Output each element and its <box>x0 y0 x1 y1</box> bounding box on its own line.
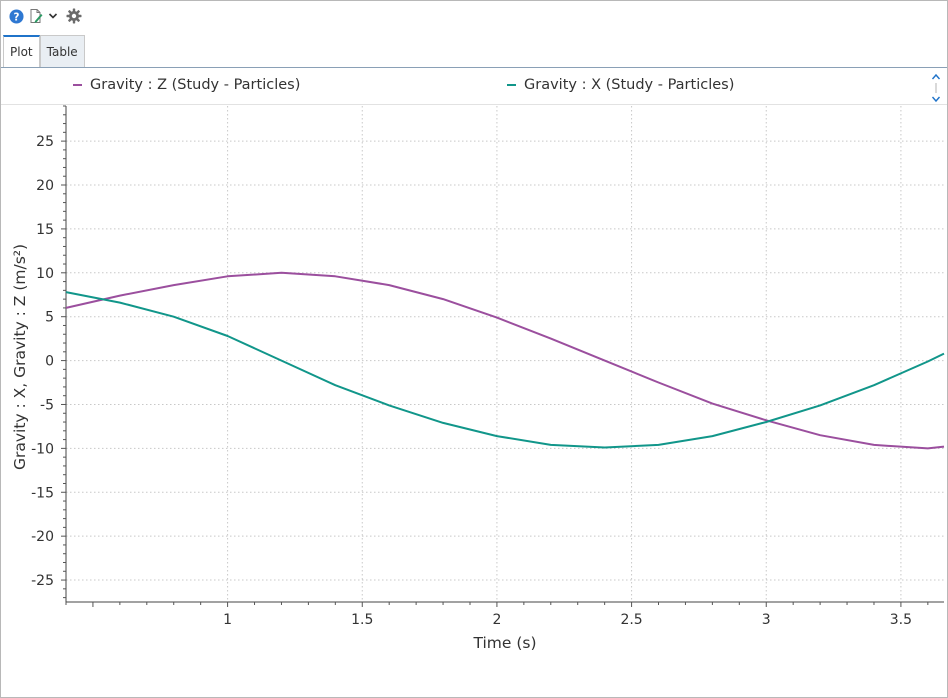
chevron-down-icon[interactable] <box>48 8 58 24</box>
legend-swatch-gravity-x <box>507 84 516 86</box>
svg-text:?: ? <box>13 11 19 23</box>
view-tabs: Plot Table <box>3 35 85 67</box>
x-tick-label: 1 <box>223 612 232 628</box>
x-axis-label: Time (s) <box>472 634 536 652</box>
y-tick-label: -5 <box>40 397 54 413</box>
legend: Gravity : Z (Study - Particles) Gravity … <box>1 71 948 103</box>
scroll-track <box>935 83 937 93</box>
x-tick-label: 1.5 <box>351 612 373 628</box>
series-line-gravity-x <box>65 291 945 449</box>
export-document-icon[interactable] <box>28 8 44 24</box>
y-tick-label: 0 <box>45 354 54 370</box>
y-tick-label: -25 <box>31 573 54 589</box>
toolbar: ? <box>1 1 947 31</box>
y-tick-label: -15 <box>31 485 54 501</box>
series-line-gravity-z <box>65 271 945 450</box>
y-tick-label: 20 <box>36 178 54 194</box>
y-tick-label: 25 <box>36 134 54 150</box>
legend-item-gravity-z[interactable]: Gravity : Z (Study - Particles) <box>73 77 300 93</box>
gear-icon[interactable] <box>66 8 82 24</box>
legend-item-gravity-x[interactable]: Gravity : X (Study - Particles) <box>507 77 734 93</box>
legend-scroll-control[interactable] <box>931 73 941 103</box>
scroll-up-icon[interactable] <box>931 73 941 81</box>
legend-label-gravity-z: Gravity : Z (Study - Particles) <box>90 77 301 93</box>
x-tick-label: 2 <box>492 612 501 628</box>
x-tick-label: 2.5 <box>620 612 642 628</box>
scroll-down-icon[interactable] <box>931 95 941 103</box>
x-tick-label: 3 <box>762 612 771 628</box>
y-tick-label: -20 <box>31 529 54 545</box>
x-tick-label: 3.5 <box>890 612 912 628</box>
legend-swatch-gravity-z <box>73 84 82 86</box>
y-tick-label: 5 <box>45 310 54 326</box>
line-chart: Gravity : X, Gravity : Z (m/s²) Time (s)… <box>11 105 945 652</box>
y-tick-label: 10 <box>36 266 54 282</box>
tab-plot[interactable]: Plot <box>3 35 40 67</box>
legend-label-gravity-x: Gravity : X (Study - Particles) <box>524 77 735 93</box>
tab-table[interactable]: Table <box>39 35 85 67</box>
tab-divider <box>1 67 947 68</box>
y-axis-label: Gravity : X, Gravity : Z (m/s²) <box>11 244 29 470</box>
y-tick-label: 15 <box>36 222 54 238</box>
y-tick-label: -10 <box>31 441 54 457</box>
legend-divider <box>1 104 947 105</box>
help-icon[interactable]: ? <box>8 8 24 24</box>
